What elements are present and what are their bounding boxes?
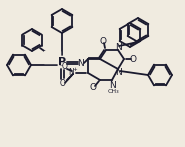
- Text: N: N: [68, 67, 74, 76]
- Text: N: N: [109, 81, 115, 90]
- Text: O: O: [90, 82, 97, 91]
- Text: O: O: [100, 36, 107, 46]
- Text: CH₃: CH₃: [107, 88, 119, 93]
- Text: N: N: [78, 59, 84, 67]
- Text: P: P: [58, 57, 66, 67]
- Text: N: N: [116, 42, 122, 51]
- Text: +: +: [73, 66, 77, 71]
- Text: N: N: [116, 67, 122, 76]
- Text: O: O: [130, 55, 137, 64]
- Bar: [44, 51, 60, 63]
- Text: O: O: [60, 78, 66, 87]
- Text: ⁻O: ⁻O: [58, 61, 68, 71]
